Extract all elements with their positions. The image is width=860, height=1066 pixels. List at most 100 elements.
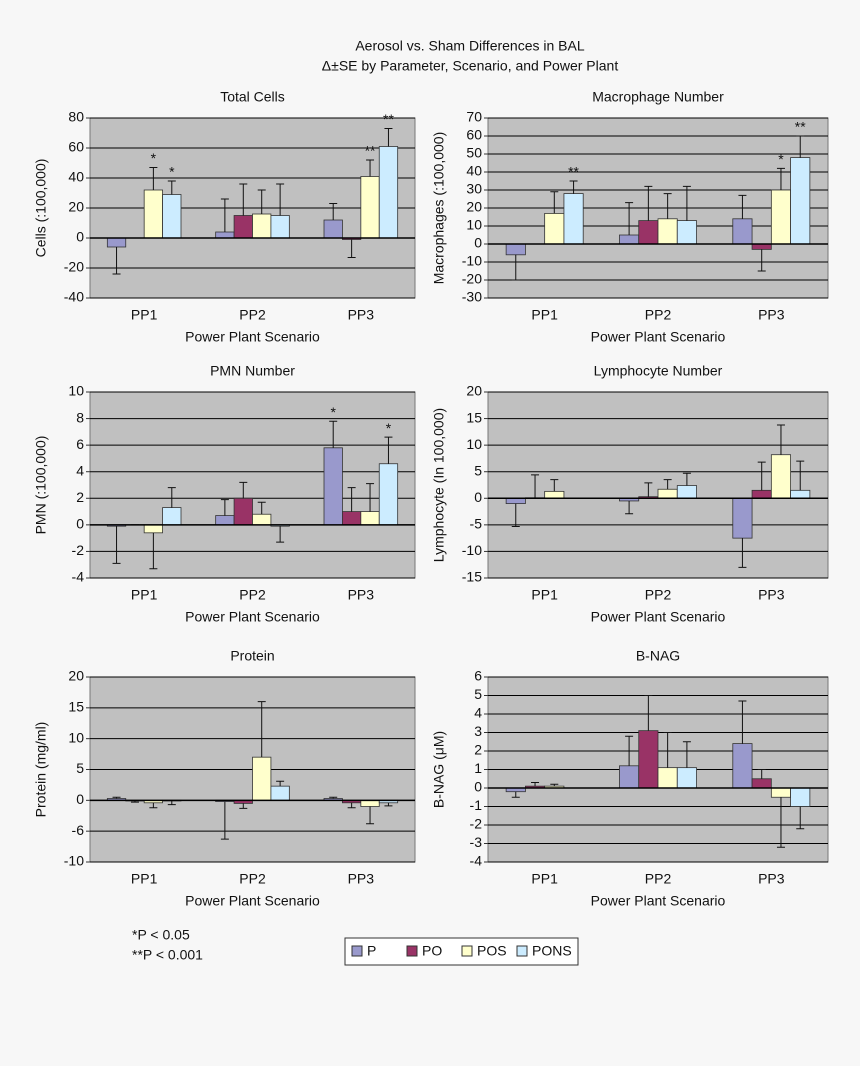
error-bar bbox=[663, 732, 672, 768]
legend-label: PONS bbox=[532, 943, 572, 959]
bar bbox=[505, 243, 526, 256]
y-tick-label: 10 bbox=[466, 436, 482, 452]
y-tick-label: 60 bbox=[68, 139, 84, 155]
y-tick-label: 40 bbox=[68, 169, 84, 185]
bar bbox=[215, 515, 235, 526]
y-tick-label: -2 bbox=[72, 542, 85, 558]
x-tick-label: PP3 bbox=[348, 871, 375, 887]
x-tick-label: PP2 bbox=[239, 307, 266, 323]
x-tick-label: PP3 bbox=[758, 587, 785, 603]
error-bar bbox=[276, 526, 285, 543]
y-tick-label: -10 bbox=[462, 542, 482, 558]
bar bbox=[751, 489, 772, 499]
error-bar bbox=[112, 247, 121, 275]
bar bbox=[638, 730, 659, 789]
y-tick-label: 3 bbox=[474, 723, 482, 739]
bar bbox=[732, 743, 753, 789]
error-bar bbox=[239, 183, 248, 216]
y-tick-label: 0 bbox=[76, 229, 84, 245]
error-bar bbox=[511, 254, 520, 281]
bar bbox=[106, 237, 127, 248]
x-tick-label: PP1 bbox=[531, 871, 558, 887]
x-tick-label: PP1 bbox=[531, 307, 558, 323]
bar bbox=[323, 447, 343, 526]
y-tick-label: -2 bbox=[470, 816, 483, 832]
bar bbox=[770, 454, 791, 499]
error-bar bbox=[329, 420, 338, 448]
y-tick-label: 4 bbox=[76, 462, 84, 478]
error-bar bbox=[276, 183, 285, 216]
error-bar bbox=[384, 436, 393, 464]
bar bbox=[676, 767, 697, 789]
figure-subtitle: Δ±SE by Parameter, Scenario, and Power P… bbox=[322, 58, 619, 74]
y-axis-label: Protein (mg/ml) bbox=[33, 722, 49, 818]
legend-swatch bbox=[516, 945, 528, 957]
y-tick-label: 10 bbox=[68, 383, 84, 399]
x-axis-label: Power Plant Scenario bbox=[591, 329, 726, 345]
y-axis-label: Cells (:100,000) bbox=[33, 159, 49, 258]
bar bbox=[143, 189, 163, 239]
error-bar bbox=[757, 249, 766, 272]
error-bar bbox=[257, 501, 266, 515]
bar bbox=[252, 513, 272, 526]
y-tick-label: 50 bbox=[466, 145, 482, 161]
y-tick-label: 6 bbox=[474, 668, 482, 684]
x-tick-label: PP2 bbox=[645, 587, 672, 603]
chart-title: B-NAG bbox=[636, 648, 680, 664]
bar bbox=[770, 189, 791, 245]
plot-area bbox=[89, 391, 416, 579]
error-bar bbox=[682, 741, 691, 768]
error-bar bbox=[347, 802, 356, 809]
chart-title: Lymphocyte Number bbox=[594, 363, 723, 379]
significance-label: ** bbox=[383, 111, 394, 127]
bar bbox=[638, 220, 659, 245]
bar bbox=[233, 497, 253, 526]
error-bar bbox=[550, 479, 559, 492]
error-bar bbox=[167, 487, 176, 508]
error-bar bbox=[738, 194, 747, 219]
bar bbox=[233, 215, 253, 239]
y-axis-label: Macrophages (:100,000) bbox=[431, 132, 447, 285]
y-tick-label: 10 bbox=[466, 217, 482, 233]
significance-label: ** bbox=[795, 119, 806, 135]
significance-label: ** bbox=[568, 164, 579, 180]
legend-label: PO bbox=[422, 943, 442, 959]
y-tick-label: -3 bbox=[470, 834, 483, 850]
error-bar bbox=[625, 500, 634, 515]
legend-label: POS bbox=[477, 943, 507, 959]
bar bbox=[770, 787, 791, 798]
legend-swatch bbox=[406, 945, 418, 957]
error-bar bbox=[112, 796, 121, 799]
error-bar bbox=[511, 503, 520, 527]
error-bar bbox=[550, 191, 559, 214]
x-axis-label: Power Plant Scenario bbox=[591, 609, 726, 625]
x-tick-label: PP3 bbox=[758, 871, 785, 887]
significance-label: * bbox=[386, 420, 392, 436]
bar bbox=[215, 231, 235, 239]
error-bar bbox=[796, 806, 805, 830]
bar bbox=[676, 220, 697, 245]
bar bbox=[360, 799, 380, 807]
legend-swatch bbox=[351, 945, 363, 957]
error-bar bbox=[550, 783, 559, 787]
error-bar bbox=[625, 735, 634, 766]
bar bbox=[360, 511, 380, 526]
x-axis-label: Power Plant Scenario bbox=[185, 609, 320, 625]
significance-label: * bbox=[169, 164, 175, 180]
bar bbox=[751, 243, 772, 250]
bar bbox=[619, 765, 640, 789]
error-bar bbox=[776, 797, 785, 848]
error-bar bbox=[329, 796, 338, 799]
error-bar bbox=[167, 180, 176, 195]
y-tick-label: -5 bbox=[470, 516, 483, 532]
y-tick-label: 70 bbox=[466, 109, 482, 125]
error-bar bbox=[384, 128, 393, 147]
error-bar bbox=[682, 472, 691, 486]
legend-label: P bbox=[367, 943, 376, 959]
y-tick-label: 6 bbox=[76, 436, 84, 452]
error-bar bbox=[738, 538, 747, 568]
bar bbox=[657, 218, 678, 245]
y-tick-label: 40 bbox=[466, 163, 482, 179]
y-tick-label: 5 bbox=[474, 462, 482, 478]
